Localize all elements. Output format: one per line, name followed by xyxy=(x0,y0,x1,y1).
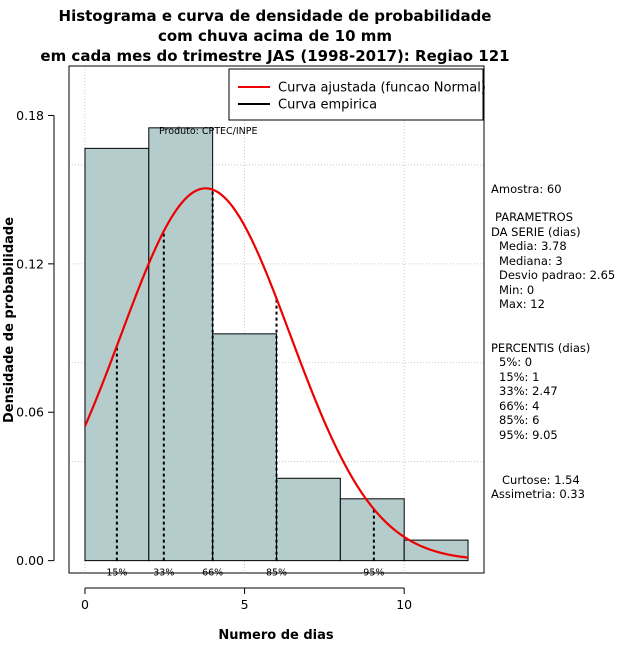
histogram-bar-2 xyxy=(212,333,277,562)
y-axis-label: Densidade de probabilidade xyxy=(2,217,17,423)
params-title-2: DA SERIE (dias) xyxy=(491,225,581,239)
x-tick-label-0: 0 xyxy=(81,597,89,612)
percentil-5: 5%: 0 xyxy=(499,355,532,369)
percentil-66: 66%: 4 xyxy=(499,399,539,413)
percentil-15: 15%: 1 xyxy=(499,370,539,384)
param-desvio: Desvio padrao: 2.65 xyxy=(499,268,615,282)
histogram-bar-3 xyxy=(276,477,341,562)
stat-curtose: Curtose: 1.54 xyxy=(502,473,580,487)
percentis-title: PERCENTIS (dias) xyxy=(491,341,590,355)
y-tick-label-3: 0.18 xyxy=(16,108,44,123)
legend-label-empirical: Curva empirica xyxy=(278,98,377,113)
legend: Curva ajustada (funcao Normal) Curva emp… xyxy=(228,68,486,121)
y-axis: 0.00 0.06 0.12 0.18 xyxy=(16,108,55,568)
param-max: Max: 12 xyxy=(499,297,545,311)
x-axis: 0 5 10 xyxy=(81,587,412,612)
percentil-33: 33%: 2.47 xyxy=(499,384,558,398)
chart-title-line-2: com chuva acima de 10 mm xyxy=(158,27,392,45)
chart-title-line-3: em cada mes do trimestre JAS (1998-2017)… xyxy=(40,47,509,65)
y-tick-label-2: 0.12 xyxy=(16,256,44,271)
product-annotation: Produto: CPTEC/INPE xyxy=(159,126,258,137)
stats-panel: Amostra: 60 PARAMETROS DA SERIE (dias) M… xyxy=(491,182,615,501)
stat-amostra: Amostra: 60 xyxy=(491,182,562,196)
params-title-1: PARAMETROS xyxy=(495,210,573,224)
param-mediana: Mediana: 3 xyxy=(499,254,563,268)
normal-curve-line xyxy=(83,187,469,559)
histogram-bar-1 xyxy=(148,127,214,562)
x-tick-label-1: 5 xyxy=(241,597,249,612)
percentil-85: 85%: 6 xyxy=(499,413,539,427)
histogram-bars xyxy=(84,127,469,562)
chart-title-line-1: Histograma e curva de densidade de proba… xyxy=(59,7,492,25)
percentil-95: 95%: 9.05 xyxy=(499,428,558,442)
legend-label-normal: Curva ajustada (funcao Normal) xyxy=(278,81,486,96)
plot-frame xyxy=(68,65,485,574)
stat-assimetria: Assimetria: 0.33 xyxy=(491,487,585,501)
y-tick-label-1: 0.06 xyxy=(16,405,44,420)
param-min: Min: 0 xyxy=(499,283,534,297)
legend-box xyxy=(228,68,484,121)
normal-curve xyxy=(83,187,469,559)
param-media: Media: 3.78 xyxy=(499,239,567,253)
x-tick-label-2: 10 xyxy=(396,597,412,612)
y-tick-label-0: 0.00 xyxy=(16,553,44,568)
x-axis-label: Numero de dias xyxy=(218,628,334,643)
